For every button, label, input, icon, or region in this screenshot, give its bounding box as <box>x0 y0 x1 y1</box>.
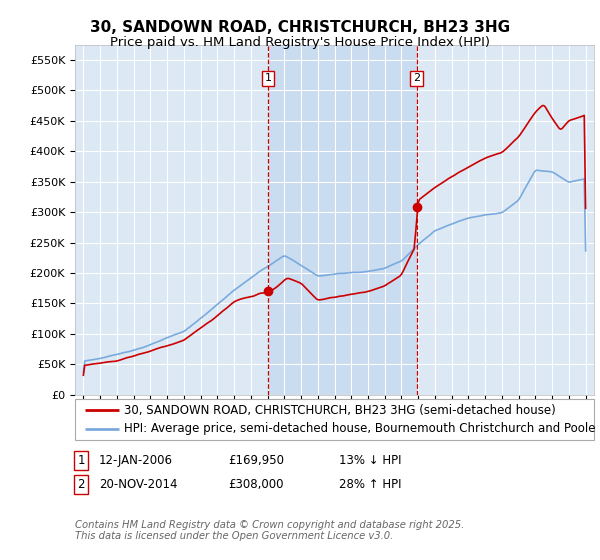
Text: £308,000: £308,000 <box>228 478 284 491</box>
Text: 12-JAN-2006: 12-JAN-2006 <box>99 454 173 467</box>
Text: 1: 1 <box>77 454 85 467</box>
Text: 2: 2 <box>77 478 85 491</box>
Text: 2: 2 <box>413 73 420 83</box>
Text: 20-NOV-2014: 20-NOV-2014 <box>99 478 178 491</box>
Text: 1: 1 <box>265 73 272 83</box>
Text: HPI: Average price, semi-detached house, Bournemouth Christchurch and Poole: HPI: Average price, semi-detached house,… <box>124 422 596 435</box>
Text: Contains HM Land Registry data © Crown copyright and database right 2025.
This d: Contains HM Land Registry data © Crown c… <box>75 520 464 542</box>
Bar <box>268 45 416 395</box>
Text: 30, SANDOWN ROAD, CHRISTCHURCH, BH23 3HG: 30, SANDOWN ROAD, CHRISTCHURCH, BH23 3HG <box>90 20 510 35</box>
Text: 28% ↑ HPI: 28% ↑ HPI <box>339 478 401 491</box>
FancyBboxPatch shape <box>75 399 594 440</box>
Text: £169,950: £169,950 <box>228 454 284 467</box>
Text: 13% ↓ HPI: 13% ↓ HPI <box>339 454 401 467</box>
Text: Price paid vs. HM Land Registry's House Price Index (HPI): Price paid vs. HM Land Registry's House … <box>110 36 490 49</box>
Text: 30, SANDOWN ROAD, CHRISTCHURCH, BH23 3HG (semi-detached house): 30, SANDOWN ROAD, CHRISTCHURCH, BH23 3HG… <box>124 404 556 417</box>
